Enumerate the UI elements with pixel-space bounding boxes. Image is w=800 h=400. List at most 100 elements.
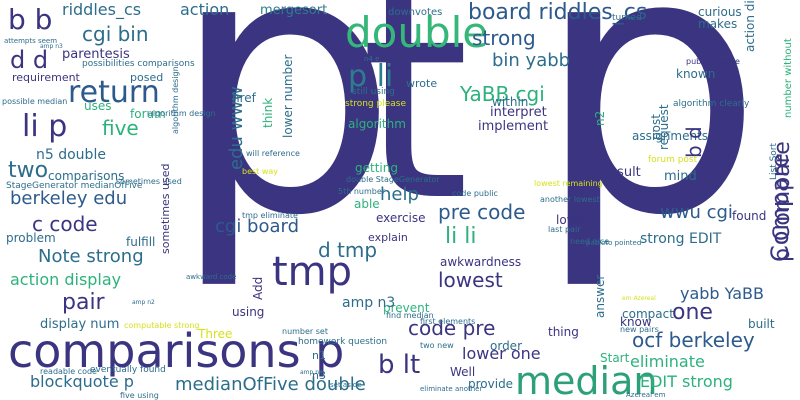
word-computable-strong: StageGenerator medianOfFive: [6, 181, 143, 191]
word-curious: makes: [698, 17, 738, 31]
word-e-makes: amp n2: [132, 299, 155, 306]
word-number-without: forum post: [648, 155, 698, 165]
word-getting: getting: [355, 161, 398, 175]
word-lowest-remaining: another lowest: [540, 195, 600, 204]
word-ocf-berkeley: ocf berkeley: [632, 328, 755, 352]
word-code-public: last pair: [548, 225, 581, 234]
word-n2: curious: [698, 5, 742, 19]
word-five-using: sometimes used: [116, 177, 182, 186]
word-mind: mind: [664, 169, 697, 184]
word-sometimes-used: sometimes used: [159, 163, 172, 254]
word-action-display: action display: [10, 270, 122, 289]
word-list-sort: public double: [686, 57, 740, 66]
word-possibilities-comparisons: List Sort: [769, 142, 779, 180]
word-wrote: wrote: [406, 77, 438, 90]
word-yabb-cgi: YaBB cgi: [460, 82, 545, 106]
word-n1: n1: [312, 349, 326, 362]
word-parentesis: parentesis: [62, 47, 130, 62]
word-five: five: [102, 116, 139, 140]
word-d-d: d d: [10, 46, 49, 74]
word-display-num: display num: [40, 317, 120, 332]
word-n3: n3: [312, 369, 326, 382]
word-provide: provide: [468, 377, 514, 391]
word-yabb-yabb: yabb YaBB: [680, 284, 764, 303]
word-note-strong: Note strong: [38, 246, 144, 267]
word-still-using: turned: [612, 13, 642, 23]
word-cgi-bin: cgi bin: [82, 22, 149, 46]
word-cgi-board: cgi board: [215, 216, 300, 237]
word-action: action: [180, 0, 230, 19]
word-algorithm-clearly: strong please: [345, 99, 406, 109]
word-uses: uses: [84, 99, 112, 113]
word-makes: assignments: [632, 129, 709, 143]
word-comparisons-p: comparisons p: [8, 324, 345, 378]
word-interpret: interpret: [490, 105, 547, 120]
word-compact: compact: [622, 307, 674, 321]
word-pair: pair: [62, 290, 105, 315]
word-thing: thing: [548, 325, 579, 339]
word-readable-code: algorithm design: [148, 109, 216, 118]
word-amp-n2: eliminate another: [420, 385, 483, 393]
word-azereal-em: tmp eliminate: [242, 211, 298, 220]
word-able: able: [354, 197, 380, 211]
word-comparisons: comparisons: [48, 169, 125, 183]
word-explain: explain: [368, 231, 408, 244]
word-eventually-found: possibilities comparisons: [82, 59, 195, 69]
word-href: href: [232, 91, 256, 105]
word-implement: implement: [478, 119, 549, 134]
word-lowest: lowest: [438, 268, 503, 292]
word-stagegenerator-medianoffive: algorithm design: [171, 66, 180, 134]
word-t-large: t: [360, 0, 470, 263]
word-median: median: [515, 359, 658, 400]
word-5th-number: need nice: [570, 237, 610, 246]
word-double: double: [345, 8, 489, 57]
word-b-d: b d: [682, 126, 706, 158]
word-edit-strong: EDIT strong: [640, 372, 733, 391]
word-p-large-right: p: [535, 0, 764, 294]
word-amp-n3-top: attempts seem: [4, 37, 58, 45]
word-think: think: [261, 97, 275, 128]
word-known: known: [676, 67, 716, 81]
word-algorithm-design: number without: [783, 38, 794, 118]
word-one: one: [672, 300, 713, 325]
word-add: Add: [251, 276, 265, 300]
word-return: return: [68, 75, 160, 110]
word-gets-e: amp n4: [300, 369, 323, 376]
word-prevent: prevent: [383, 301, 430, 315]
word-requirement: requirement: [12, 71, 80, 84]
word-wwu-cgi: wwu cgi: [660, 202, 733, 223]
word-strong-please: n2: [593, 110, 607, 126]
word-lower: lower: [556, 213, 589, 227]
word-berkeley-edu: berkeley edu: [10, 188, 128, 209]
word-board-riddles-cs: board riddles_cs: [468, 0, 648, 25]
word-downvotes: downvotes: [388, 7, 443, 18]
word-order: order: [490, 339, 522, 353]
word-blockquote-p: blockquote p: [30, 372, 134, 391]
word-pre-code: pre code: [438, 200, 526, 224]
word-assignments: algorithm: [348, 117, 406, 131]
word-two-new: five using: [120, 391, 159, 400]
word-will-reference: double StageGenerator: [346, 175, 440, 184]
word-d-tmp: d tmp: [318, 238, 378, 262]
word-p-li: p li: [348, 59, 394, 94]
word-exercise: exercise: [376, 211, 426, 225]
word-found: found: [732, 209, 767, 223]
word-e-small: amp n3: [40, 43, 63, 50]
word-eliminate: eliminate: [630, 352, 705, 371]
word-n5-double: n5 double: [36, 147, 106, 163]
word-amp-n3-bottom: n4 e: [364, 55, 380, 63]
word-forum: forum: [130, 107, 166, 121]
word-bin-yabb: bin yabb: [492, 50, 571, 71]
word-well: Well: [450, 365, 476, 379]
word-last-pair: two new: [420, 341, 454, 350]
word-three: Three: [198, 327, 233, 341]
word-within: action display: [743, 0, 757, 52]
word-help: help: [380, 184, 419, 205]
word-p-large: p: [170, 0, 399, 294]
word-c-code: c code: [32, 212, 98, 236]
word-attempts-seem: new pairs: [620, 325, 659, 334]
word-problem: problem: [6, 231, 56, 245]
word-em-azereal: possible median: [2, 97, 68, 106]
word-riddles_cs: riddles_cs: [62, 0, 142, 19]
